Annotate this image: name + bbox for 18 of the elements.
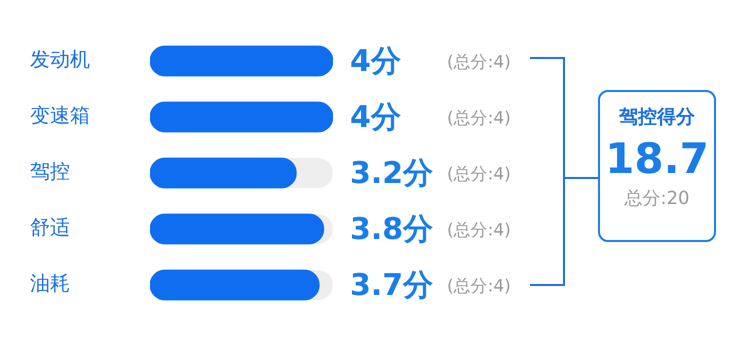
text: 总分:20 <box>624 187 690 210</box>
text: 驾控得分 <box>618 105 696 130</box>
text: (总分:4) <box>447 164 511 184</box>
y-tick-label: 油耗 <box>30 271 70 296</box>
text: (总分:4) <box>447 108 511 128</box>
y-tick-label: 发动机 <box>30 47 90 72</box>
text: (总分:4) <box>447 52 511 72</box>
data-label: 4分 <box>350 100 401 135</box>
text: 18.7 <box>604 134 710 184</box>
data-label: 4分 <box>350 44 401 79</box>
data-label: 3.7分 <box>350 268 434 303</box>
text: (总分:4) <box>447 220 511 240</box>
y-tick-label: 驾控 <box>30 159 70 184</box>
data-label: 3.2分 <box>350 156 434 191</box>
y-tick-label: 舒适 <box>30 215 70 240</box>
y-tick-label: 变速箱 <box>30 103 90 128</box>
text: (总分:4) <box>447 276 511 296</box>
data-label: 3.8分 <box>350 212 434 247</box>
